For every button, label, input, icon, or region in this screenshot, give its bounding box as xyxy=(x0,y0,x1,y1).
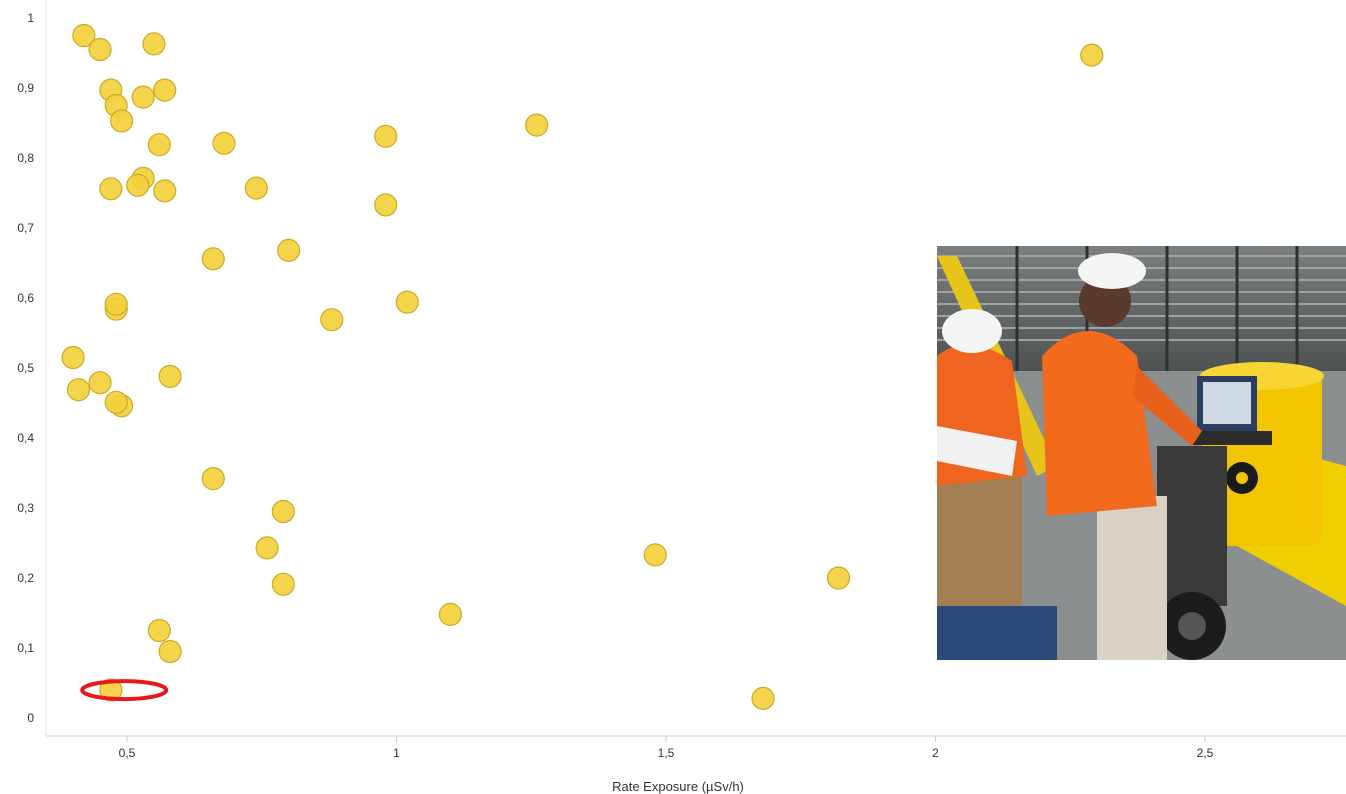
data-point[interactable] xyxy=(277,238,301,262)
workers-photo-icon xyxy=(937,246,1346,660)
x-tick-label: 1,5 xyxy=(658,746,675,760)
data-point[interactable] xyxy=(271,572,295,596)
y-tick-label: 0,9 xyxy=(17,81,34,95)
y-tick-label: 0,7 xyxy=(17,221,34,235)
data-point[interactable] xyxy=(147,133,171,157)
y-tick-labels: 0 0,1 0,2 0,3 0,4 0,5 0,6 0,7 0,8 0,9 1 xyxy=(17,11,34,725)
data-point[interactable] xyxy=(438,602,462,627)
data-point[interactable] xyxy=(201,467,225,491)
data-point[interactable] xyxy=(110,109,134,133)
data-point[interactable] xyxy=(104,390,128,414)
data-point[interactable] xyxy=(1080,43,1104,67)
data-point[interactable] xyxy=(88,371,112,395)
data-point[interactable] xyxy=(374,124,398,148)
data-point[interactable] xyxy=(374,193,398,217)
x-tick-label: 1 xyxy=(393,746,400,760)
y-tick-label: 0,5 xyxy=(17,361,34,375)
data-point[interactable] xyxy=(153,78,177,102)
data-point[interactable] xyxy=(61,345,85,370)
data-point[interactable] xyxy=(525,113,549,137)
data-point[interactable] xyxy=(72,23,96,48)
y-tick-label: 0,6 xyxy=(17,291,34,305)
inset-photo xyxy=(937,246,1346,660)
y-tick-label: 0,2 xyxy=(17,571,34,585)
x-axis-title: Rate Exposure (µSv/h) xyxy=(612,779,744,794)
y-tick-label: 0,3 xyxy=(17,501,34,515)
x-tick-label: 0,5 xyxy=(119,746,136,760)
data-point[interactable] xyxy=(153,179,177,203)
data-point[interactable] xyxy=(751,686,775,711)
data-point[interactable] xyxy=(244,176,268,200)
x-tick-labels: 0,511,522,533,544,55 xyxy=(119,736,1214,760)
y-tick-label: 0,1 xyxy=(17,641,34,655)
data-point[interactable] xyxy=(131,85,155,109)
data-point[interactable] xyxy=(147,618,171,643)
data-point[interactable] xyxy=(142,32,166,56)
y-tick-label: 0,8 xyxy=(17,151,34,165)
data-point[interactable] xyxy=(88,37,112,62)
data-point[interactable] xyxy=(255,536,279,560)
data-points xyxy=(61,23,1104,711)
data-point[interactable] xyxy=(104,292,128,316)
y-tick-label: 0 xyxy=(27,711,34,725)
data-point[interactable] xyxy=(826,566,851,590)
data-point[interactable] xyxy=(320,308,344,332)
x-tick-label: 2 xyxy=(932,746,939,760)
y-tick-label: 1 xyxy=(27,11,34,25)
data-point[interactable] xyxy=(643,543,667,567)
data-point[interactable] xyxy=(126,173,150,197)
data-point[interactable] xyxy=(271,499,295,524)
x-tick-label: 2,5 xyxy=(1197,746,1214,760)
data-point[interactable] xyxy=(99,177,123,201)
data-point[interactable] xyxy=(212,131,236,155)
data-point[interactable] xyxy=(99,678,123,702)
data-point[interactable] xyxy=(395,290,419,314)
data-point[interactable] xyxy=(201,247,225,271)
data-point[interactable] xyxy=(158,639,182,664)
data-point[interactable] xyxy=(158,364,182,388)
y-tick-label: 0,4 xyxy=(17,431,34,445)
data-point[interactable] xyxy=(66,378,91,402)
highlight-ellipse xyxy=(80,679,169,702)
